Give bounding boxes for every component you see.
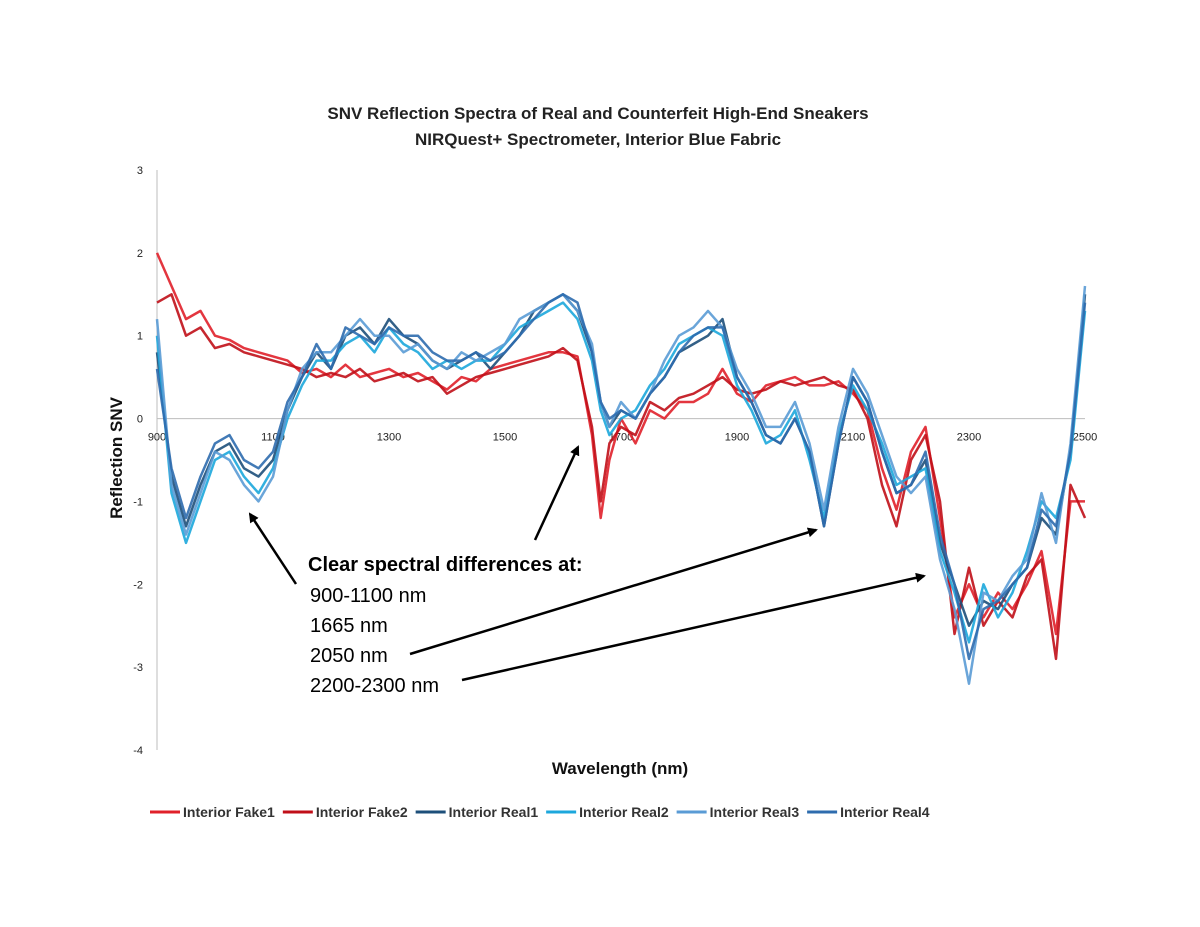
legend-label: Interior Real1 [449, 804, 539, 820]
annotation-arrow [461, 572, 926, 682]
legend-item: Interior Real4 [807, 804, 930, 820]
series-line [155, 301, 1087, 644]
x-tick-label: 1500 [493, 432, 517, 444]
legend-item: Interior Fake2 [282, 804, 408, 820]
legend-label: Interior Real4 [840, 804, 930, 820]
legend-item: Interior Real3 [676, 804, 800, 820]
legend-item: Interior Fake1 [150, 804, 275, 820]
annotation-item: 2200-2300 nm [310, 675, 439, 697]
annotation: Clear spectral differences at: 900-1100 … [248, 445, 926, 697]
legend-label: Interior Fake2 [316, 804, 408, 820]
series-line [156, 293, 1087, 661]
annotation-item: 2050 nm [310, 645, 388, 667]
annotation-item: 1665 nm [310, 615, 388, 637]
annotation-arrow [409, 527, 818, 656]
y-axis-ticks: 3 2 1 0 -1 -2 -3 -4 [133, 165, 143, 757]
series-line [155, 293, 1087, 661]
y-tick-label: -4 [133, 745, 143, 757]
y-axis-title: Reflection SNV [107, 396, 126, 519]
x-axis-ticks: 900 1100 1300 1500 1700 1900 2100 2300 2500 [148, 432, 1097, 444]
x-tick-label: 2300 [957, 432, 981, 444]
y-tick-label: 1 [137, 331, 143, 343]
y-tick-label: 3 [137, 165, 143, 177]
y-tick-label: -1 [133, 496, 143, 508]
legend-item: Interior Real1 [415, 804, 539, 820]
annotation-item: 900-1100 nm [310, 585, 426, 607]
x-axis-title: Wavelength (nm) [552, 759, 688, 778]
y-tick-label: 2 [137, 248, 143, 260]
x-tick-label: 2500 [1073, 432, 1097, 444]
y-tick-label: 0 [137, 414, 143, 426]
legend-label: Interior Fake1 [183, 804, 275, 820]
legend-label: Interior Real3 [710, 804, 800, 820]
y-tick-label: -2 [133, 579, 143, 591]
x-tick-label: 900 [148, 432, 166, 444]
annotation-heading: Clear spectral differences at: [308, 554, 583, 576]
chart-title: SNV Reflection Spectra of Real and Count… [327, 104, 868, 123]
legend: Interior Fake1 Interior Fake2 Interior Rea… [150, 804, 930, 820]
series-lines [155, 252, 1087, 685]
x-tick-label: 1300 [377, 432, 401, 444]
legend-label: Interior Real2 [579, 804, 669, 820]
x-tick-label: 2100 [841, 432, 865, 444]
legend-item: Interior Real2 [546, 804, 669, 820]
annotation-arrow [248, 512, 298, 585]
x-tick-label: 1900 [725, 432, 749, 444]
series-line [155, 285, 1087, 685]
annotation-arrow [533, 445, 580, 541]
chart-subtitle: NIRQuest+ Spectrometer, Interior Blue Fa… [415, 130, 781, 149]
y-tick-label: -3 [133, 662, 143, 674]
